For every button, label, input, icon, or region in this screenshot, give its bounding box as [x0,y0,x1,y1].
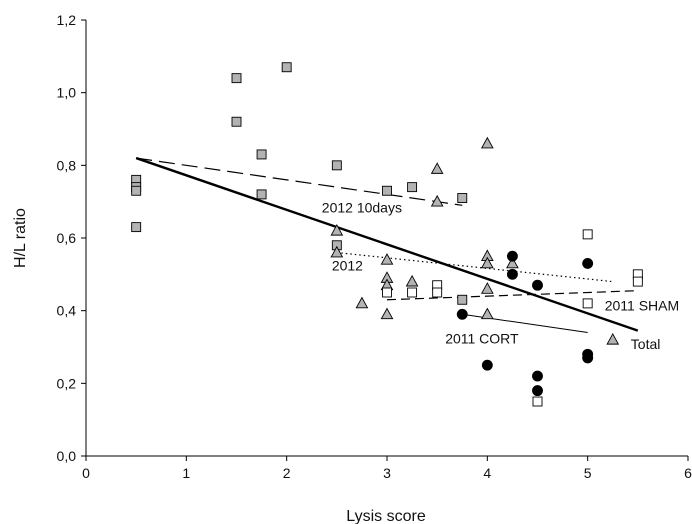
x-axis-label: Lysis score [346,508,426,524]
point-2012 [405,274,419,287]
point-2011-cort [532,370,543,382]
y-tick-label: 0,8 [57,157,77,173]
point-2012 [480,307,494,320]
point-2011-sham [532,396,543,407]
data-points [131,62,643,407]
point-2011-sham [632,276,643,287]
y-tick-label: 0,6 [57,230,77,246]
y-tick-label: 0,2 [57,375,77,391]
point-2012 [330,245,344,258]
point-2011-cort [582,257,594,269]
point-2012-10days [231,73,242,84]
point-2012 [380,307,394,320]
point-2012-10days [256,189,267,200]
annotation-total: Total [631,336,661,352]
fit-line-2012-10days [136,157,463,206]
point-2011-cort [582,352,594,364]
point-2012-10days [457,193,468,203]
y-tick-label: 1,0 [57,85,77,101]
annotation-2011-sham: 2011 SHAM [605,298,679,314]
y-tick-label: 1,2 [57,12,77,28]
point-2012-10days [407,182,418,193]
point-2011-sham [407,287,418,298]
x-tick-label: 0 [82,465,90,481]
fit-line-2012 [336,251,613,283]
point-2012 [430,162,444,174]
point-2012 [606,332,620,345]
axes [85,20,688,457]
point-2012-10days [131,222,142,233]
y-tick-label: 0,4 [57,303,77,319]
point-2012-10days [331,160,342,171]
point-2012 [380,253,394,265]
point-2011-cort [481,359,493,371]
y-tick-label: 0,0 [57,448,77,464]
point-2011-cort [456,308,468,320]
annotations: 2012 10days 2012 2011 SHAM 2011 CORT Total [322,200,679,352]
x-tick-label: 1 [182,465,190,481]
point-2012 [480,256,494,269]
point-2011-sham [582,298,593,309]
x-tick-label: 3 [383,465,391,481]
ticks: 0 1 2 3 4 5 6 0,0 0,2 0,4 0,6 0,8 1,0 1,2 [57,12,692,481]
point-2012-10days [131,185,142,196]
point-2012 [480,136,494,149]
fit-lines [135,156,639,333]
point-2012 [480,282,494,294]
fit-line-total [135,156,639,332]
point-2011-cort [506,268,518,280]
point-2012-10days [256,149,267,160]
point-2012-10days [457,294,468,305]
x-tick-label: 5 [584,465,592,481]
point-2012 [355,296,369,309]
point-2011-sham [432,287,443,298]
point-2012-10days [281,62,292,73]
annotation-2012-10days: 2012 10days [322,200,402,216]
point-2012-10days [382,185,392,196]
point-2012-10days [231,116,242,127]
fit-line-2011-sham [386,290,638,301]
point-2011-cort [532,385,543,397]
point-2011-sham [582,229,593,240]
annotation-2011-cort: 2011 CORT [445,330,519,346]
point-2011-cort [532,279,543,291]
annotation-2012: 2012 [332,258,363,274]
x-tick-label: 2 [283,465,291,481]
y-axis-label: H/L ratio [12,208,29,268]
x-tick-label: 6 [684,465,692,481]
point-2011-sham [382,287,392,298]
x-tick-label: 4 [483,465,491,481]
point-2011-cort [506,250,518,262]
point-2012 [330,223,344,236]
point-2012 [506,256,519,269]
point-2012 [430,194,444,207]
